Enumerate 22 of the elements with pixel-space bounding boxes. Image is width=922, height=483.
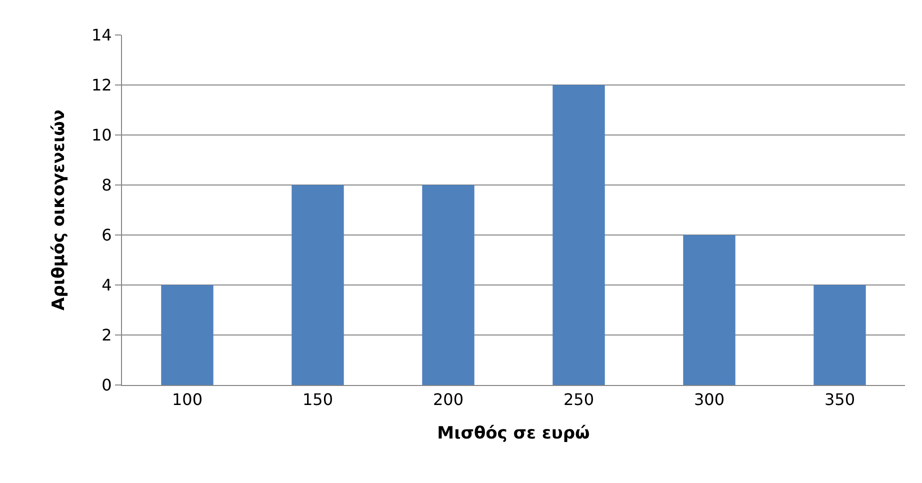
y-tick-label: 8 — [102, 176, 112, 195]
bar — [292, 185, 344, 385]
y-tick-label: 0 — [102, 376, 112, 395]
y-tick-label: 10 — [91, 126, 112, 145]
bar — [814, 285, 866, 385]
y-axis-title: Αριθμός οικογενειών — [48, 110, 69, 310]
y-tick-label: 6 — [102, 226, 112, 245]
x-axis-title: Μισθός σε ευρώ — [437, 424, 590, 444]
x-tick-label: 300 — [694, 390, 725, 410]
y-tick-label: 2 — [102, 326, 112, 345]
x-tick-label: 150 — [302, 390, 334, 410]
y-tick-label: 4 — [102, 276, 112, 295]
bar — [422, 185, 474, 385]
x-tick-label: 250 — [563, 390, 594, 410]
x-tick-label: 100 — [172, 390, 203, 410]
x-tick-label: 200 — [432, 390, 464, 410]
y-tick-label: 14 — [91, 26, 112, 45]
bar — [683, 235, 736, 385]
x-tick-label: 350 — [824, 390, 856, 410]
bar — [552, 85, 605, 385]
y-tick-label: 12 — [91, 76, 112, 95]
bar — [161, 285, 214, 385]
